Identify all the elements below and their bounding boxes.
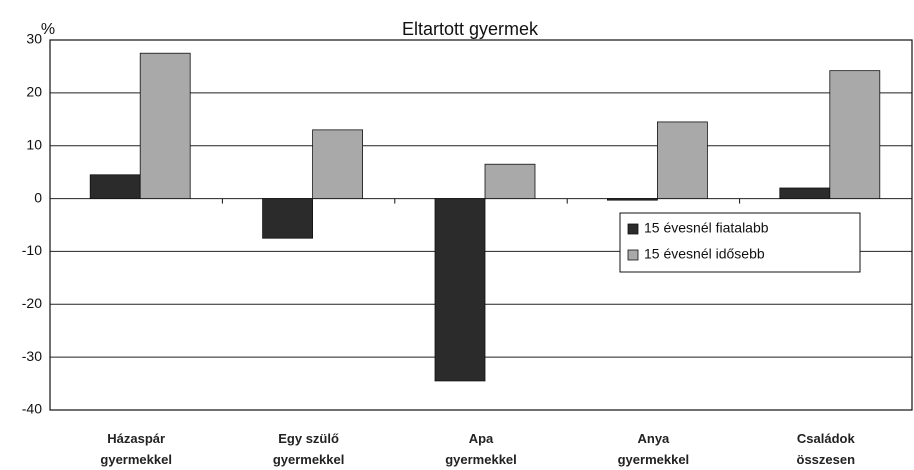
legend-label: 15 évesnél idősebb — [644, 246, 765, 262]
y-axis-label: % — [41, 21, 55, 38]
legend-label: 15 évesnél fiatalabb — [644, 220, 769, 236]
bar — [262, 198, 314, 239]
y-tick-label: -40 — [22, 401, 42, 417]
bar — [139, 52, 191, 199]
bar — [89, 174, 141, 199]
y-tick-label: 30 — [26, 31, 42, 47]
x-tick-label: Házaspár gyermekkel — [100, 431, 172, 467]
x-tick-label: Anya gyermekkel — [617, 431, 690, 467]
legend-box — [619, 212, 861, 273]
x-tick-label: Családok összesen — [796, 431, 856, 467]
y-tick-label: 20 — [26, 84, 42, 100]
bar — [484, 163, 536, 199]
bar — [607, 198, 658, 201]
x-tick-label: Egy szülő gyermekkel — [272, 431, 345, 467]
legend-swatch — [627, 223, 639, 235]
chart-title: Eltartott gyermek — [402, 19, 539, 39]
bar — [434, 198, 486, 382]
y-tick-label: -20 — [22, 295, 42, 311]
y-tick-label: -30 — [22, 348, 42, 364]
bar — [312, 129, 364, 199]
plot-border — [49, 39, 913, 411]
y-tick-label: 0 — [34, 189, 42, 205]
bar — [779, 187, 831, 199]
y-tick-label: 10 — [26, 136, 42, 152]
y-tick-label: -10 — [22, 242, 42, 258]
bar — [829, 70, 881, 199]
legend-swatch — [627, 249, 639, 261]
x-tick-label: Apa gyermekkel — [445, 431, 517, 467]
bar — [657, 121, 708, 199]
